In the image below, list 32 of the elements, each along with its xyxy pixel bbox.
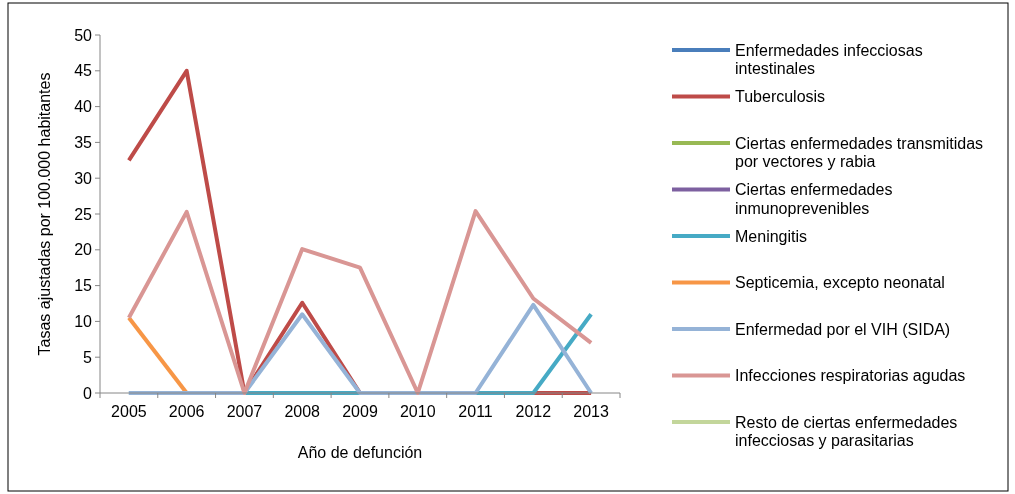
- legend-label: Enfermedad por el VIH (SIDA): [735, 320, 951, 338]
- x-axis-title: Año de defunción: [297, 444, 423, 461]
- x-tick-label: 2008: [284, 403, 321, 420]
- y-tick-label: 10: [74, 313, 93, 330]
- x-tick-label: 2005: [111, 403, 147, 420]
- x-tick-label: 2007: [226, 403, 263, 420]
- x-tick-label: 2010: [399, 403, 436, 420]
- y-axis-title: Tasas ajustadas por 100.000 habitantes: [36, 72, 53, 356]
- legend-label: Septicemia, excepto neonatal: [735, 274, 945, 292]
- line-series: [126, 209, 594, 395]
- y-tick-label: 0: [83, 384, 93, 402]
- legend-label: Tuberculosis: [735, 88, 826, 106]
- y-tick-label: 25: [74, 205, 93, 223]
- x-tick-label: 2009: [342, 403, 378, 420]
- y-tick-label: 30: [74, 169, 93, 187]
- y-tick-label: 5: [83, 348, 93, 366]
- y-tick-label: 15: [74, 277, 93, 295]
- x-tick-label: 2011: [458, 403, 493, 420]
- y-tick-label: 20: [74, 241, 93, 259]
- legend-label: Ciertas enfermedades transmitidas por vectores y rabia: [735, 134, 984, 170]
- legend-label: Ciertas enfermedades inmunoprevenibles: [735, 181, 893, 217]
- y-tick-label: 50: [74, 26, 93, 44]
- y-tick-label: 35: [74, 134, 93, 151]
- legend-label: Enfermedades infecciosas intestinales: [735, 41, 923, 77]
- x-tick-label: 2006: [168, 403, 205, 420]
- legend-label: Meningitis: [735, 227, 808, 245]
- legend-label: Infecciones respiratorias agudas: [735, 367, 966, 385]
- y-tick-label: 40: [74, 98, 93, 116]
- y-tick-label: 45: [74, 62, 93, 80]
- x-tick-label: 2013: [573, 403, 610, 420]
- legend-label: Resto de ciertas enfermedades infecciosas y parasitarias: [735, 413, 958, 449]
- x-tick-label: 2012: [515, 403, 552, 420]
